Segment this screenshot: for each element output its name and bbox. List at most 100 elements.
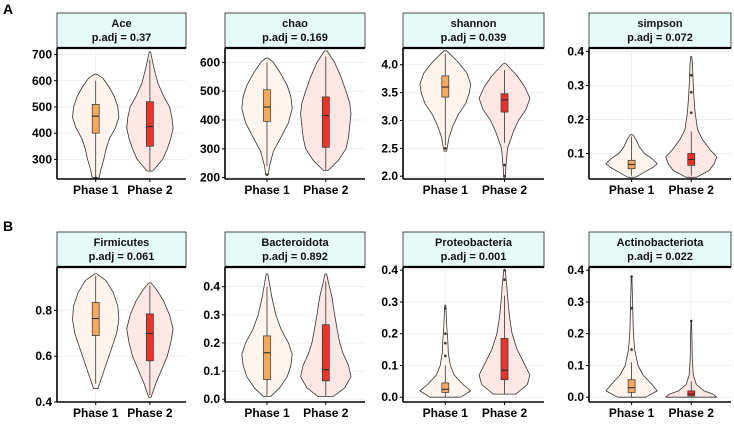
y-tick-label: 4.0 <box>381 58 398 72</box>
facet-subtitle: p.adj = 0.169 <box>262 32 328 44</box>
panel-shannon: shannon p.adj = 0.039 Phase 1 Phase 2 2.0 2.5… <box>381 12 545 197</box>
y-tick-label: 0.0 <box>567 390 584 404</box>
y-tick-label: 0.3 <box>381 295 398 309</box>
box-iqr <box>500 93 509 113</box>
y-tick-label: 700 <box>32 48 52 62</box>
facet-strip <box>56 12 187 49</box>
outlier-point <box>689 90 693 94</box>
facet-strip <box>56 231 187 268</box>
facet-title: shannon <box>451 18 497 30</box>
y-tick-label: 500 <box>200 84 220 98</box>
facet-strip <box>224 231 366 268</box>
box-iqr <box>146 101 154 147</box>
y-tick-label: 3.5 <box>381 86 398 100</box>
x-tick-label: Phase 2 <box>669 183 715 197</box>
x-tick-label: Phase 2 <box>127 406 173 419</box>
x-tick-label: Phase 1 <box>423 183 469 197</box>
panel-simpson: simpson p.adj = 0.072 Phase 1 Phase 2 0.1 0.2… <box>567 12 732 197</box>
row-label-a: A <box>3 1 13 17</box>
outlier-point <box>265 173 269 176</box>
facet-subtitle: p.adj = 0.022 <box>627 251 693 263</box>
x-tick-label: Phase 2 <box>303 406 349 419</box>
outlier-point <box>630 348 633 351</box>
x-tick-label: Phase 2 <box>669 406 715 419</box>
facet-title: Actinobacteriota <box>617 237 705 249</box>
y-tick-label: 0.4 <box>203 280 220 294</box>
box-iqr <box>321 96 330 148</box>
outlier-point <box>503 278 506 282</box>
facet-subtitle: p.adj = 0.892 <box>262 251 328 263</box>
facet-subtitle: p.adj = 0.061 <box>89 251 155 263</box>
y-tick-label: 400 <box>32 126 52 140</box>
x-tick-label: Phase 2 <box>127 183 173 197</box>
y-tick-label: 0.1 <box>567 358 584 372</box>
box-iqr <box>500 338 509 381</box>
outlier-point <box>444 147 447 150</box>
panel-bacteroidota: Bacteroidota p.adj = 0.892 Phase 1 Phase 2 0… <box>203 231 366 420</box>
box-iqr <box>91 103 100 134</box>
facet-title: Ace <box>111 18 131 30</box>
facet-title: Proteobacteria <box>435 237 513 249</box>
panel-ace: Ace p.adj = 0.37 Phase 1 Phase 2 300 400 500 60… <box>32 12 187 197</box>
x-tick-label: Phase 1 <box>73 406 119 419</box>
facet-title: Firmicutes <box>94 237 150 249</box>
panel-proteobacteria: Proteobacteria p.adj = 0.001 Phase 1 Phase … <box>381 231 545 420</box>
y-tick-label: 300 <box>32 152 52 166</box>
outlier-point <box>689 111 693 114</box>
x-tick-label: Phase 1 <box>609 406 655 419</box>
outlier-point <box>444 354 447 358</box>
outlier-point <box>444 332 447 336</box>
box-iqr <box>441 75 450 98</box>
y-tick-label: 0.2 <box>567 327 584 341</box>
outlier-point <box>503 268 506 272</box>
y-tick-label: 0.4 <box>567 44 584 58</box>
box-iqr <box>146 313 154 362</box>
y-tick-label: 2.5 <box>381 141 398 155</box>
facet-title: Bacteroidota <box>261 237 329 249</box>
facet-subtitle: p.adj = 0.039 <box>441 32 507 44</box>
box-iqr <box>441 382 450 393</box>
outlier-point <box>630 306 633 310</box>
x-tick-label: Phase 2 <box>303 183 349 197</box>
y-tick-label: 0.3 <box>203 308 220 322</box>
facet-subtitle: p.adj = 0.072 <box>627 32 693 44</box>
facet-strip <box>402 231 545 268</box>
y-tick-label: 0.4 <box>567 263 584 277</box>
y-tick-label: 0.4 <box>35 395 52 409</box>
panel-chao: chao p.adj = 0.169 Phase 1 Phase 2 200 300 400… <box>200 12 366 197</box>
outlier-point <box>689 319 693 323</box>
box-iqr <box>687 390 696 397</box>
facet-subtitle: p.adj = 0.37 <box>92 32 152 44</box>
violin-2 <box>665 56 718 178</box>
y-tick-label: 2.0 <box>381 169 398 183</box>
x-tick-label: Phase 1 <box>609 183 655 197</box>
facet-strip <box>588 231 732 268</box>
row-label-b: B <box>3 218 13 234</box>
y-tick-label: 0.0 <box>203 392 220 406</box>
facet-strip <box>588 12 732 49</box>
y-tick-label: 600 <box>32 74 52 88</box>
y-tick-label: 0.1 <box>567 146 584 160</box>
facet-subtitle: p.adj = 0.001 <box>441 251 507 263</box>
panel-firmicutes: Firmicutes p.adj = 0.061 Phase 1 Phase 2 0.4… <box>35 231 187 420</box>
y-tick-label: 0.1 <box>203 364 220 378</box>
outlier-point <box>503 174 506 178</box>
y-tick-label: 600 <box>200 55 220 69</box>
y-tick-label: 200 <box>200 171 220 185</box>
y-tick-label: 0.2 <box>203 336 220 350</box>
y-tick-label: 0.3 <box>567 295 584 309</box>
x-tick-label: Phase 1 <box>244 406 290 419</box>
box-iqr <box>263 335 271 380</box>
facet-title: simpson <box>637 18 683 30</box>
box-iqr <box>627 379 636 393</box>
violin-1 <box>419 304 472 398</box>
y-tick-label: 0.2 <box>381 327 398 341</box>
outlier-point <box>630 275 633 278</box>
x-tick-label: Phase 1 <box>244 183 290 197</box>
facet-title: chao <box>282 18 308 30</box>
box-iqr <box>263 89 271 122</box>
y-tick-label: 0.4 <box>381 263 398 277</box>
y-tick-label: 3.0 <box>381 113 398 127</box>
